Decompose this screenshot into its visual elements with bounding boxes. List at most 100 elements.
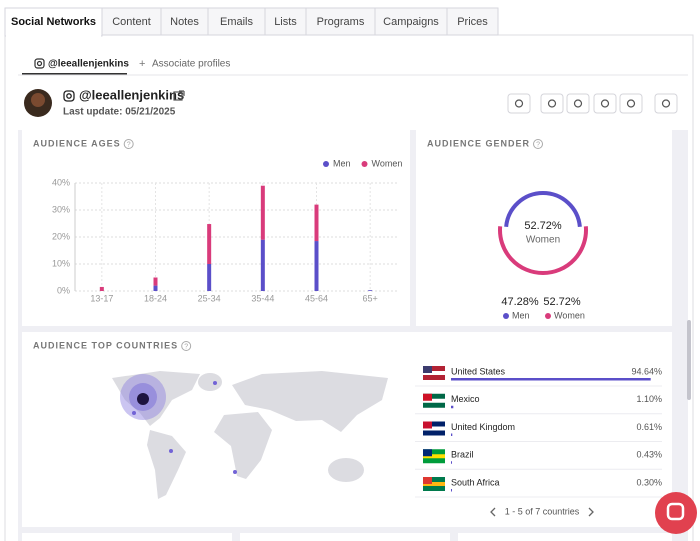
- legend-dot: [545, 313, 551, 319]
- country-name: United Kingdom: [451, 422, 515, 432]
- country-name: United States: [451, 366, 506, 376]
- chat-icon: [666, 502, 685, 521]
- flag-emblem: [423, 477, 432, 484]
- country-value: 0.30%: [636, 477, 662, 487]
- y-tick-label: 0%: [57, 285, 70, 295]
- toolbar: [507, 93, 678, 114]
- donut-arc: [504, 191, 582, 228]
- toolbar-button[interactable]: [507, 93, 531, 114]
- active-underline: [22, 73, 127, 75]
- button-icon: [547, 99, 557, 108]
- help-icon[interactable]: [123, 139, 134, 149]
- tab-label[interactable]: Lists: [274, 16, 297, 28]
- next-page[interactable]: [588, 507, 594, 517]
- bar-segment: [99, 286, 104, 291]
- flag-emblem: [423, 421, 432, 429]
- x-tick-label: 18-24: [144, 293, 167, 303]
- help-icon[interactable]: [181, 341, 192, 351]
- legend-dot: [323, 161, 329, 167]
- help-mark: ?: [536, 141, 540, 148]
- card: [240, 533, 450, 541]
- tab[interactable]: [160, 7, 209, 36]
- button-icon: [514, 99, 524, 108]
- card: [22, 332, 672, 527]
- card-title: AUDIENCE AGES: [33, 138, 121, 148]
- flag-emblem: [423, 366, 432, 373]
- help-mark: ?: [184, 343, 188, 350]
- country-bar: [451, 461, 452, 464]
- donut-arc: [498, 226, 588, 275]
- instagram-icon: [34, 58, 45, 69]
- country-bar: [451, 433, 453, 436]
- tab-label[interactable]: Notes: [170, 16, 199, 28]
- tab[interactable]: [305, 7, 376, 36]
- x-tick-label: 45-64: [305, 293, 328, 303]
- bar-segment: [314, 204, 319, 242]
- tab[interactable]: [101, 7, 162, 36]
- pagination: 1 - 5 of 7 countries: [505, 506, 580, 516]
- country-value: 0.61%: [636, 422, 662, 432]
- toolbar-button[interactable]: [540, 93, 564, 114]
- tab[interactable]: [207, 7, 266, 36]
- avatar-face: [31, 93, 45, 107]
- bar-segment: [207, 264, 212, 291]
- flag-emblem: [423, 393, 432, 401]
- plus-icon: +: [139, 58, 145, 70]
- bar-segment: [260, 185, 265, 240]
- legend-label: Women: [554, 310, 585, 320]
- card-title: AUDIENCE GENDER: [427, 138, 530, 148]
- tab-label[interactable]: Campaigns: [383, 16, 439, 28]
- associate-link[interactable]: Associate profiles: [152, 59, 230, 70]
- external-link-icon[interactable]: [173, 90, 185, 101]
- profile-handle: @leeallenjenkins: [79, 87, 184, 102]
- button-icon: [661, 99, 671, 108]
- card: [458, 533, 672, 541]
- y-tick-label: 20%: [52, 231, 70, 241]
- tab-label[interactable]: Prices: [457, 16, 488, 28]
- bar-segment: [314, 241, 319, 291]
- tab-label[interactable]: Programs: [317, 16, 365, 28]
- toolbar-button[interactable]: [619, 93, 643, 114]
- card: [416, 130, 672, 326]
- tab[interactable]: [446, 7, 499, 36]
- x-tick-label: 13-17: [90, 293, 113, 303]
- center-value: 52.72%: [524, 220, 562, 232]
- legend-label: Men: [512, 310, 530, 320]
- bar-segment: [153, 277, 158, 286]
- scrollbar[interactable]: [687, 320, 691, 400]
- button-icon: [573, 99, 583, 108]
- button-icon: [600, 99, 610, 108]
- toolbar-button[interactable]: [566, 93, 590, 114]
- prev-page[interactable]: [490, 507, 496, 517]
- legend-value: 47.28%: [501, 296, 539, 308]
- country-bar: [451, 489, 452, 492]
- y-tick-label: 10%: [52, 258, 70, 268]
- country-bar: [451, 405, 454, 409]
- bar-segment: [260, 239, 265, 291]
- tab-label[interactable]: Content: [112, 16, 151, 28]
- x-tick-label: 65+: [363, 293, 378, 303]
- card: [22, 533, 232, 541]
- country-bar: [451, 378, 651, 381]
- country-name: Brazil: [451, 450, 474, 460]
- profile-tab[interactable]: @leeallenjenkins: [48, 59, 129, 70]
- legend-dot: [503, 313, 509, 319]
- x-tick-label: 35-44: [251, 293, 274, 303]
- toolbar-button[interactable]: [593, 93, 617, 114]
- tab[interactable]: [264, 7, 307, 36]
- legend-label: Women: [372, 158, 403, 168]
- help-icon[interactable]: [533, 139, 544, 149]
- card-title: AUDIENCE TOP COUNTRIES: [33, 340, 178, 350]
- card: [22, 130, 410, 326]
- country-name: Mexico: [451, 394, 480, 404]
- chat-button[interactable]: [655, 492, 697, 534]
- toolbar-button[interactable]: [654, 93, 678, 114]
- flag-stripe: [423, 426, 445, 431]
- tab-label[interactable]: Emails: [220, 16, 254, 28]
- country-value: 94.64%: [631, 366, 662, 376]
- y-tick-label: 40%: [52, 177, 70, 187]
- tab-label[interactable]: Social Networks: [11, 16, 96, 28]
- bar-segment: [207, 224, 212, 264]
